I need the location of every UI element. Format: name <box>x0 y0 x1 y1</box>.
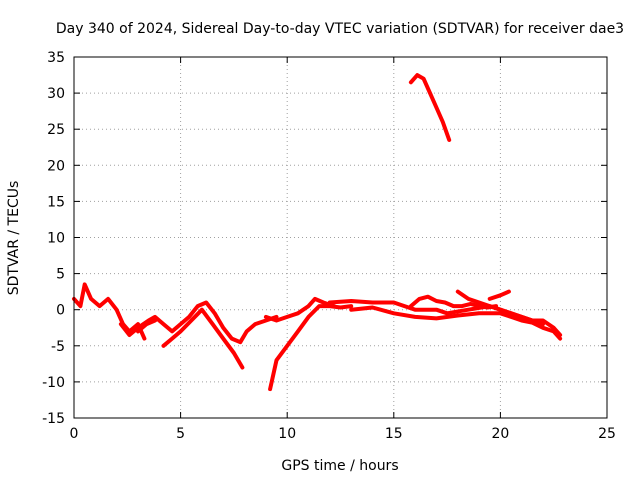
y-axis-label: SDTVAR / TECUs <box>6 181 22 296</box>
x-tick-label: 15 <box>385 426 403 442</box>
axis-ticks: 0 5 10 15 20 25 -15 -10 -5 0 5 10 15 20 25 30 35 <box>42 50 616 442</box>
series-line-sat-b <box>118 300 279 345</box>
series-line-sat-e <box>268 304 354 392</box>
y-tick-label: 10 <box>47 231 65 247</box>
series-line-sat-l <box>408 73 452 142</box>
x-tick-label: 20 <box>491 426 509 442</box>
y-tick-label: -10 <box>42 375 65 391</box>
series-line-sat-k <box>487 289 511 301</box>
grid-lines <box>74 57 607 418</box>
x-tick-label: 10 <box>278 426 296 442</box>
y-tick-label: -5 <box>51 339 65 355</box>
series-line-sat-f <box>263 296 337 323</box>
y-tick-label: 25 <box>47 122 65 138</box>
x-axis-label: GPS time / hours <box>281 458 398 474</box>
y-tick-label: 20 <box>47 158 65 174</box>
series-line-sat-d <box>136 318 157 334</box>
x-tick-label: 25 <box>598 426 616 442</box>
chart-title: Day 340 of 2024, Sidereal Day-to-day VTE… <box>56 21 624 37</box>
series-line-sat-a <box>72 282 147 341</box>
series-line-sat-i <box>408 294 499 310</box>
y-tick-label: 35 <box>47 50 65 66</box>
y-tick-label: 30 <box>47 86 65 102</box>
series-line-sat-h <box>349 305 563 341</box>
y-tick-label: 0 <box>56 303 65 319</box>
y-tick-label: -15 <box>42 411 65 427</box>
series-line-sat-j <box>455 289 545 327</box>
y-tick-label: 15 <box>47 194 65 210</box>
x-tick-label: 0 <box>70 426 79 442</box>
data-series <box>72 73 563 392</box>
series-line-sat-c <box>161 307 245 370</box>
x-tick-label: 5 <box>176 426 185 442</box>
y-tick-label: 5 <box>56 267 65 283</box>
